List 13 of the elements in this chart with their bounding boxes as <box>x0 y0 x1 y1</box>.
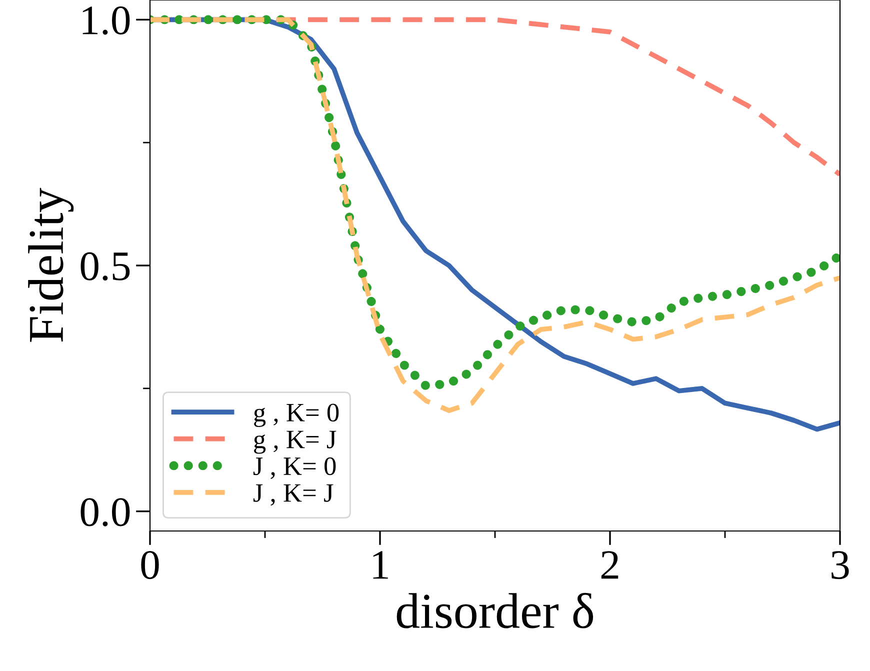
x-tick-label: 2 <box>601 551 618 579</box>
x-axis-title: disorder δ <box>396 592 594 628</box>
x-tick-label: 1 <box>373 551 388 579</box>
legend-label: g , K= 0 <box>254 404 339 427</box>
legend-label: g , K= J <box>254 430 336 454</box>
y-tick-label: 0.5 <box>80 252 130 281</box>
y-tick-label: 1.0 <box>82 6 130 35</box>
x-tick-label: 0 <box>141 550 159 580</box>
x-tick-label: 3 <box>832 551 849 580</box>
legend-label: J , K= 0 <box>253 457 336 479</box>
y-tick-label: 0.0 <box>80 498 130 526</box>
y-axis-title: Fidelity <box>28 188 74 342</box>
legend-label: J , K= J <box>253 484 334 506</box>
